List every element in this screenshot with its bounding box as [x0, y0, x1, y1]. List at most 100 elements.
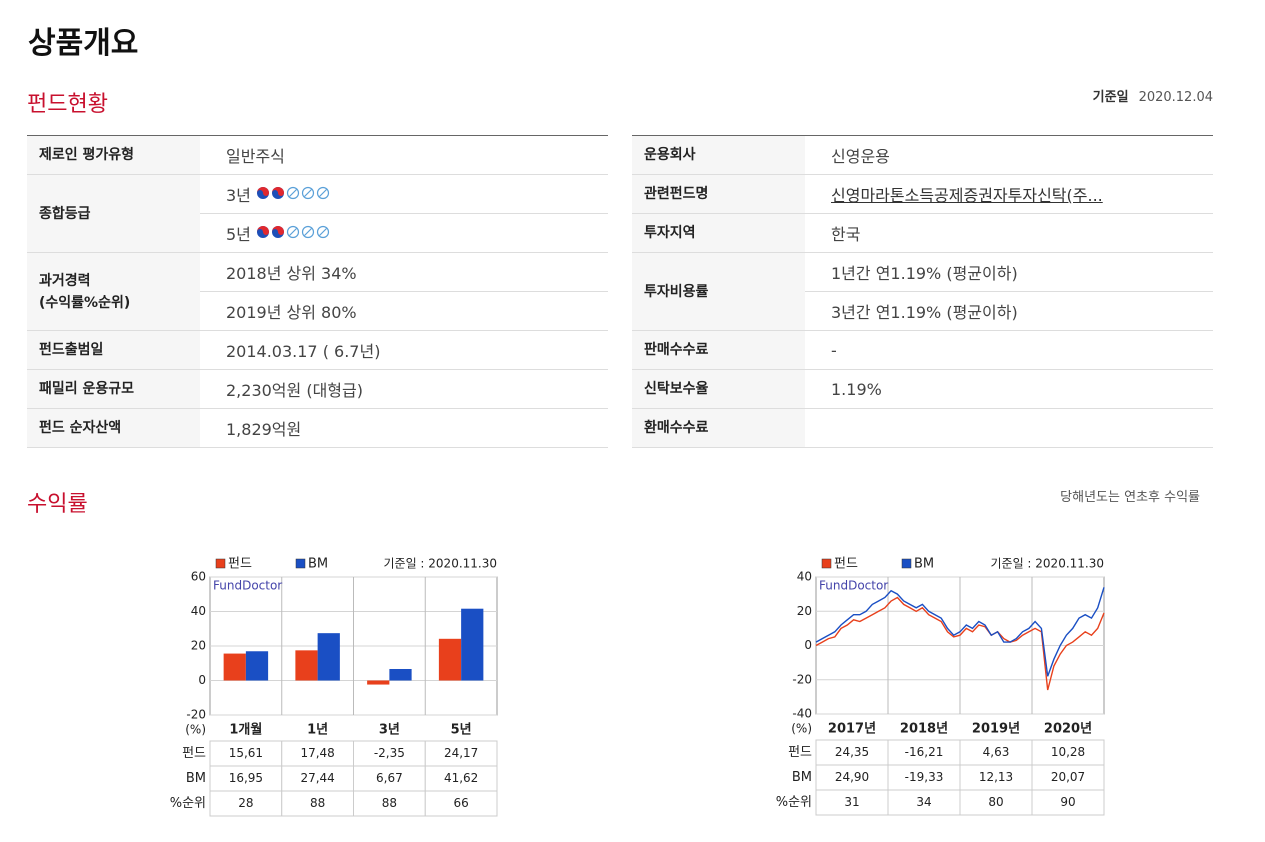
value-text: 한국: [831, 225, 861, 244]
legend-swatch: [215, 558, 226, 569]
y-tick-label: 40: [797, 570, 812, 584]
table-cell: [887, 739, 961, 766]
row-value: 일반주식: [200, 135, 608, 175]
unit-label: (%): [791, 722, 812, 736]
value-text: 1,829억원: [226, 420, 302, 439]
table-row-label: BM: [792, 770, 812, 785]
fund-link[interactable]: 신영마라톤소득공제증권자투자신탁(주...: [831, 186, 1103, 205]
table-cell: [1031, 739, 1105, 766]
table-value: 31: [844, 795, 859, 809]
table-cell: [353, 765, 426, 792]
row-value: [805, 408, 1213, 448]
table-row: 환매수수료: [632, 408, 1213, 448]
date-box: 기준일 2020.12.04: [1093, 86, 1213, 105]
table-value: 24,90: [835, 770, 869, 784]
section-title: 수익률: [27, 492, 88, 517]
x-tick-label: 2019년: [972, 722, 1020, 737]
table-value: 66: [453, 796, 468, 810]
x-tick-label: 5년: [451, 723, 472, 738]
grade-empty-slash: [288, 189, 297, 197]
grade-empty: [286, 186, 300, 200]
table-cell: [424, 740, 498, 767]
table-value: 20,07: [1051, 770, 1085, 784]
row-value: -: [805, 330, 1213, 370]
grade-empty-slash: [318, 228, 327, 236]
grade-empty: [301, 186, 315, 200]
table-value: 24,35: [835, 745, 869, 759]
section-title: 펀드현황: [27, 92, 108, 117]
value-text: -: [831, 340, 837, 360]
row-value: 3년: [200, 174, 608, 214]
row-label: 종합등급: [27, 174, 200, 253]
table-cell: [424, 765, 498, 792]
watermark: FundDoctor: [819, 579, 888, 593]
row-value: 신영운용: [805, 135, 1213, 175]
table-row: 제로인 평가유형 일반주식: [27, 135, 608, 175]
table-row: 투자비용률 1년간 연1.19% (평균이하): [632, 252, 1213, 331]
x-tick-label: 2018년: [900, 722, 948, 737]
table-row: 과거경력 (수익률%순위) 2018년 상위 34%: [27, 252, 608, 331]
row-label: 펀드출범일: [27, 330, 200, 370]
row-value: 3년간 연1.19% (평균이하): [805, 291, 1213, 331]
x-tick-label: 1년: [307, 723, 328, 738]
table-row: 펀드출범일 2014.03.17 ( 6.7년): [27, 330, 608, 370]
table-value: -19,33: [905, 770, 944, 784]
table-value: -16,21: [905, 745, 944, 759]
row-label: 신탁보수율: [632, 369, 805, 409]
unit-label: (%): [185, 723, 206, 737]
row-label: 과거경력 (수익률%순위): [27, 252, 200, 331]
table-value: 10,28: [1051, 745, 1085, 759]
row-label: 관련펀드명: [632, 174, 805, 214]
legend-label: 펀드: [834, 557, 858, 572]
table-value: 80: [988, 795, 1003, 809]
legend-swatch: [901, 558, 912, 569]
x-tick-label: 2017년: [828, 722, 876, 737]
y-tick-label: 20: [797, 604, 812, 618]
bar: [223, 653, 246, 681]
line-series: [815, 587, 1105, 677]
grade-empty: [286, 225, 300, 239]
table-cell: [815, 739, 889, 766]
legend-swatch: [295, 558, 306, 569]
row-value: 1,829억원: [200, 408, 608, 448]
row-label: 투자비용률: [632, 252, 805, 331]
row-value: 2018년 상위 34%: [200, 252, 608, 292]
table-cell: [209, 790, 283, 817]
table-row: 펀드 순자산액 1,829억원: [27, 408, 608, 448]
table-row-label: BM: [186, 771, 206, 786]
row-value: 2,230억원 (대형급): [200, 369, 608, 409]
grade-empty-slash: [318, 189, 327, 197]
table-row-label: 펀드: [788, 745, 812, 760]
value-text: 3년간 연1.19% (평균이하): [831, 303, 1018, 322]
y-tick-label: -20: [186, 708, 206, 722]
value-text: 2,230억원 (대형급): [226, 381, 363, 400]
legend-swatch: [821, 558, 832, 569]
table-cell: [209, 740, 283, 767]
legend-label: BM: [308, 557, 328, 572]
table-cell: [887, 789, 961, 816]
grade-empty-slash: [303, 228, 312, 236]
table-cell: [353, 740, 426, 767]
bar: [389, 668, 412, 681]
note: 당해년도는 연초후 수익률: [1060, 490, 1200, 505]
table-value: 88: [310, 796, 325, 810]
row-label: 펀드 순자산액: [27, 408, 200, 448]
table-cell: [887, 764, 961, 791]
table-cell: [424, 790, 498, 817]
row-value: 1년간 연1.19% (평균이하): [805, 252, 1213, 292]
y-tick-label: 0: [198, 673, 206, 687]
table-value: 88: [382, 796, 397, 810]
row-value: 1.19%: [805, 369, 1213, 409]
date: 2020.12.04: [1138, 90, 1213, 105]
bar: [245, 651, 269, 681]
row-value: 신영마라톤소득공제증권자투자신탁(주...: [805, 174, 1213, 214]
table-cell: [959, 789, 1033, 816]
table-row: 운용회사 신영운용: [632, 135, 1213, 175]
table-cell: [209, 765, 283, 792]
grade-empty-slash: [303, 189, 312, 197]
legend-label: 펀드: [228, 557, 252, 572]
value-text: 일반주식: [226, 147, 285, 166]
chart-date: 기준일 : 2020.11.30: [384, 557, 498, 571]
